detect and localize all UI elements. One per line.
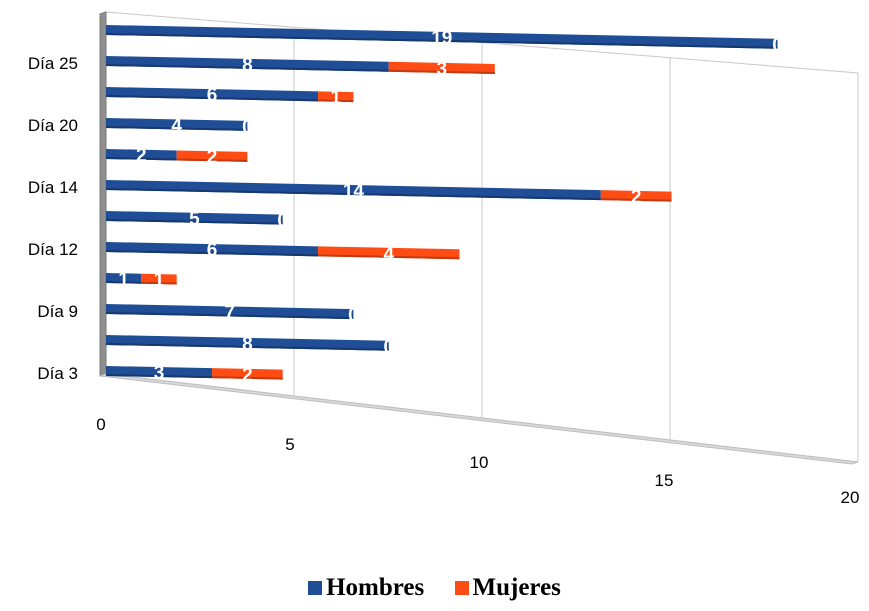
bar-hombres [106,56,389,72]
bar-shadow [106,343,389,351]
legend-item-mujeres[interactable]: Mujeres [454,574,561,602]
y-tick-label: Día 14 [28,178,78,197]
bar-shadow [106,157,177,161]
x-tick-label: 15 [655,471,674,490]
bar-hombres [106,273,142,284]
bar-shadow [388,69,495,74]
data-label: 7 [224,303,235,324]
data-label: 19 [431,28,452,49]
legend-item-hombres[interactable]: Hombres [308,574,424,602]
y-tick-label: Día 9 [37,302,78,321]
data-label: 8 [242,334,253,355]
data-label: 2 [631,187,642,208]
bar-mujeres [318,91,354,103]
x-axis-tick-labels: 0 5 10 15 20 [96,415,859,507]
data-label: 8 [242,55,253,76]
data-label: 0 [772,35,783,56]
data-label: 1 [330,88,341,109]
data-label: 0 [277,211,288,232]
data-label: 0 [383,337,394,358]
legend-label-hombres: Hombres [326,574,425,601]
bar-shadow [106,374,213,379]
data-label: 1 [154,270,165,291]
bar-mujeres [141,273,177,285]
data-label: 0 [348,305,359,326]
legend-swatch-mujeres [454,581,469,595]
legend-swatch-hombres [308,581,323,595]
side-wall-plane [99,11,107,377]
bar-shadow [106,64,389,72]
chart-side-wall [99,11,107,377]
bar-shadow [600,198,672,202]
bar-shadow [106,250,319,257]
bar-shadow [212,376,283,380]
bar-shadow [318,99,354,103]
x-tick-label: 20 [841,488,860,507]
bar-hombres [106,25,778,49]
bar-hombres [106,304,354,320]
data-label: 1 [118,269,129,290]
y-axis-tick-labels: Día 3 Día 9 Día 12 Día 14 Día 20 Día 25 [28,54,78,383]
bar-shadow [318,254,460,260]
x-tick-label: 5 [285,435,294,454]
bar-shadow [106,33,778,49]
data-label: 2 [136,146,147,167]
data-label: 2 [242,365,253,386]
bar-shadow [141,281,177,285]
gridlines [293,27,859,462]
y-tick-label: Día 12 [28,240,78,259]
data-label: 2 [207,147,218,168]
bar-shadow [106,188,601,201]
data-label: 6 [207,85,218,106]
bars [106,25,778,380]
data-label: 4 [383,244,394,265]
y-tick-label: Día 25 [28,54,78,73]
data-label: 14 [343,181,365,202]
bar-shadow [106,312,354,320]
bar-shadow [176,158,248,162]
data-label: 3 [154,363,165,384]
data-label: 3 [436,59,447,80]
data-label: 6 [207,240,218,261]
data-labels: 3 2 8 0 7 0 1 1 6 4 5 0 14 2 2 2 4 0 6 1 8 3 19 0 [118,28,782,386]
bar-shadow [106,281,142,284]
bar-hombres [106,180,601,201]
bar-shadow [106,126,248,131]
legend-label-mujeres: Mujeres [472,574,561,601]
y-tick-label: Día 3 [37,364,78,383]
bar-shadow [106,219,283,225]
bar-hombres [106,335,389,351]
x-tick-label: 0 [96,415,105,434]
y-tick-label: Día 20 [28,116,78,135]
data-label: 5 [189,209,200,230]
data-label: 0 [242,117,253,138]
x-tick-label: 10 [470,453,489,472]
legend: Hombres Mujeres [0,574,869,602]
bar-shadow [106,95,319,102]
data-label: 4 [171,115,182,136]
